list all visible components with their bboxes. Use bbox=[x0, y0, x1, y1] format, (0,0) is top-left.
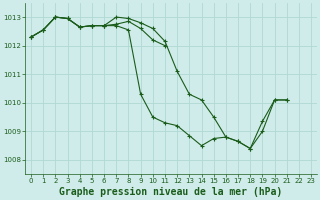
X-axis label: Graphe pression niveau de la mer (hPa): Graphe pression niveau de la mer (hPa) bbox=[60, 187, 283, 197]
